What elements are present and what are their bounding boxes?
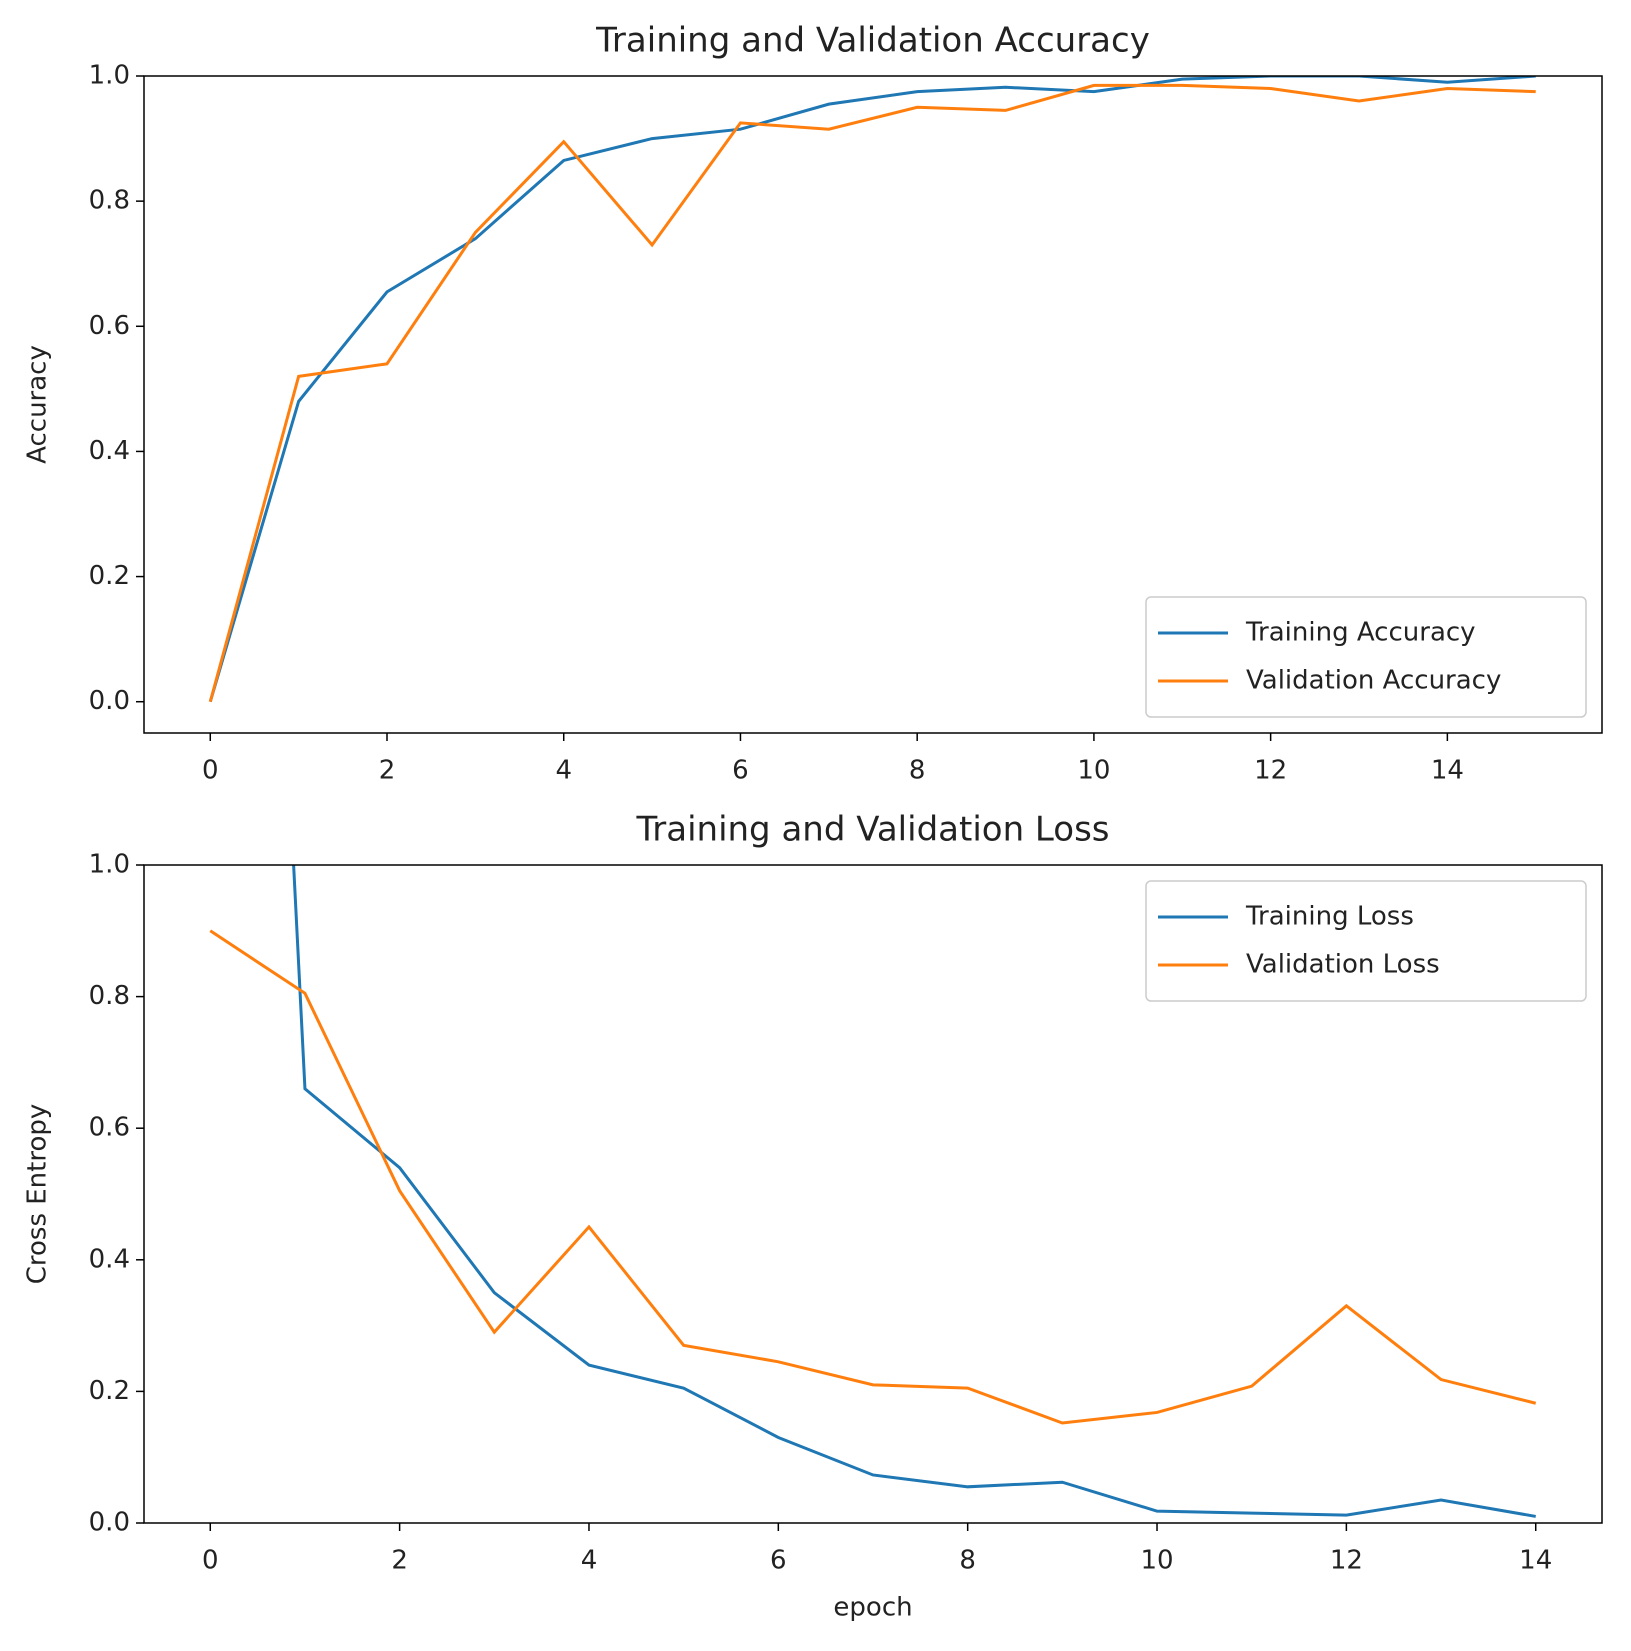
series-line [208, 83, 1536, 703]
series-line [209, 929, 1537, 1425]
plot-area [209, 865, 1537, 1518]
x-tick-label: 10 [1140, 1546, 1173, 1576]
chart-title: Training and Validation Accuracy [595, 21, 1150, 61]
axes-frame [143, 75, 1603, 734]
x-tick-label: 2 [391, 1546, 408, 1576]
x-tick-label: 10 [1077, 756, 1110, 786]
x-tick-label: 6 [770, 1546, 787, 1576]
y-tick-label: 0.4 [89, 1244, 130, 1274]
y-tick-label: 0.0 [89, 1508, 130, 1538]
x-tick-label: 14 [1431, 756, 1464, 786]
x-tick-label: 4 [581, 1546, 598, 1576]
x-tick-label: 6 [732, 756, 749, 786]
y-tick-label: 1.0 [89, 61, 130, 91]
x-tick-label: 4 [555, 756, 572, 786]
y-tick-label: 0.0 [89, 686, 130, 716]
x-tick-label: 2 [379, 756, 396, 786]
legend-label: Training Loss [1245, 902, 1414, 932]
x-tick-label: 8 [959, 1546, 976, 1576]
x-tick-label: 8 [909, 756, 926, 786]
x-tick-label: 14 [1519, 1546, 1552, 1576]
series-line [292, 865, 1536, 1518]
x-tick-label: 0 [202, 1546, 219, 1576]
x-axis-label: epoch [833, 1593, 912, 1623]
legend-box [1145, 596, 1587, 718]
y-tick-label: 0.6 [89, 311, 130, 341]
y-tick-label: 1.0 [89, 850, 130, 880]
x-tick-label: 12 [1254, 756, 1287, 786]
y-tick-label: 0.2 [89, 561, 130, 591]
plot-area [208, 76, 1536, 703]
legend-label: Validation Accuracy [1246, 666, 1501, 696]
y-axis-label: Accuracy [23, 345, 53, 464]
legend-label: Training Accuracy [1245, 618, 1476, 648]
legend-label: Validation Loss [1246, 950, 1440, 980]
y-tick-label: 0.2 [89, 1376, 130, 1406]
y-tick-label: 0.6 [89, 1113, 130, 1143]
axes-frame [143, 864, 1603, 1524]
series-line [208, 76, 1536, 703]
y-tick-label: 0.8 [89, 981, 130, 1011]
y-tick-label: 0.4 [89, 436, 130, 466]
y-axis-label: Cross Entropy [23, 1104, 53, 1285]
chart-title: Training and Validation Loss [635, 810, 1109, 850]
x-tick-label: 0 [202, 756, 219, 786]
y-tick-label: 0.8 [89, 186, 130, 216]
legend-box [1145, 880, 1587, 1002]
x-tick-label: 12 [1330, 1546, 1363, 1576]
